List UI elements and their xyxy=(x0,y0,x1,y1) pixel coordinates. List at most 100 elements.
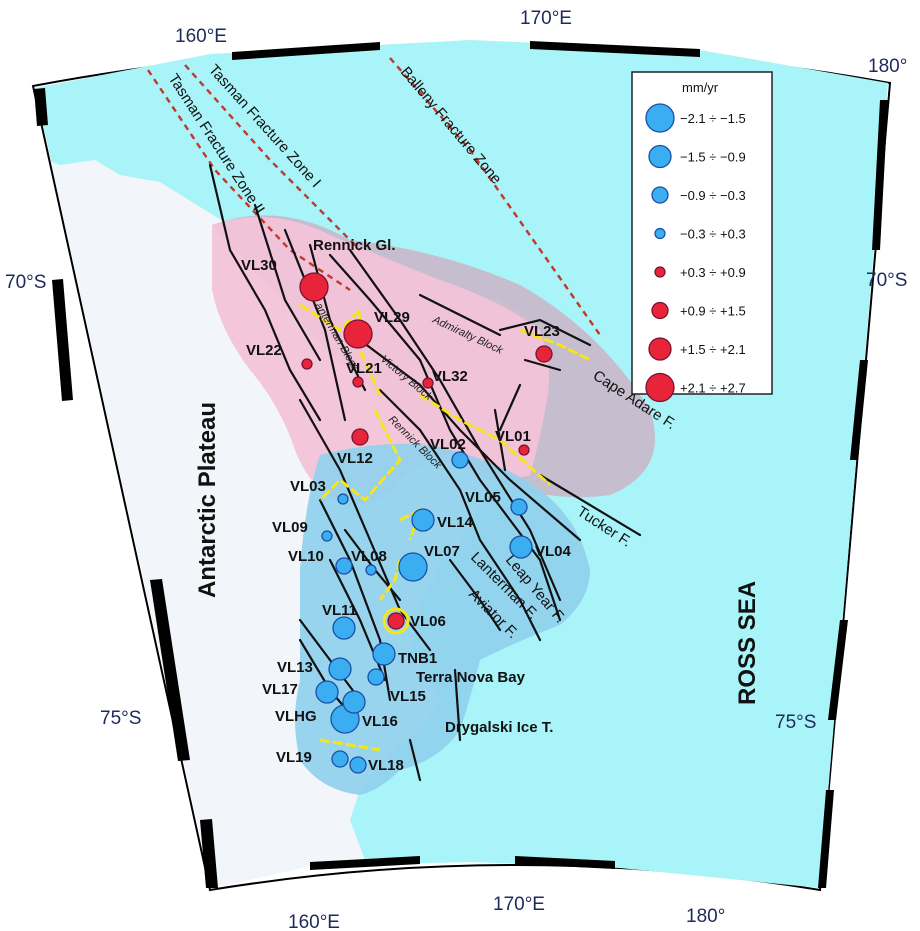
legend-label: −2.1 ÷ −1.5 xyxy=(680,111,746,126)
station-marker-vl13[interactable] xyxy=(328,657,352,681)
fault-line xyxy=(298,398,432,652)
station-label-vl14: VL14 xyxy=(437,514,474,531)
block-boundary xyxy=(319,738,381,752)
coord-top-170: 170°E xyxy=(520,8,572,29)
label-drygalski: Drygalski Ice T. xyxy=(445,719,553,736)
pink-zone xyxy=(212,217,549,505)
legend-label: +0.3 ÷ +0.9 xyxy=(680,265,746,280)
station-marker-tnb1[interactable] xyxy=(372,642,396,666)
frame-tick xyxy=(150,579,190,761)
block-boundary xyxy=(299,303,382,396)
legend-label: +2.1 ÷ +2.7 xyxy=(680,381,746,396)
station-label-vl15: VL15 xyxy=(390,688,426,705)
station-marker-vl09[interactable] xyxy=(321,530,333,542)
station-marker-vl07[interactable] xyxy=(398,552,428,582)
fault-line xyxy=(308,243,367,392)
frame-tick xyxy=(52,279,73,401)
frame-tick xyxy=(872,100,888,250)
station-marker-vl04[interactable] xyxy=(509,535,533,559)
station-label-tnb1: TNB1 xyxy=(398,650,437,667)
station-marker-vl15[interactable] xyxy=(367,668,385,686)
block-boundary xyxy=(419,393,552,487)
station-label-vl21: VL21 xyxy=(346,360,382,377)
fault-line xyxy=(328,253,562,622)
station-marker-vl18[interactable] xyxy=(349,756,367,774)
frame-tick xyxy=(530,41,700,57)
fault-line xyxy=(408,738,422,782)
station-marker-vl21[interactable] xyxy=(352,376,364,388)
station-marker-vl32[interactable] xyxy=(422,377,434,389)
fault-line xyxy=(448,558,502,632)
fault-line xyxy=(298,618,362,702)
coord-top-160: 160°E xyxy=(175,26,227,47)
station-marker-vl17[interactable] xyxy=(315,680,339,704)
legend-label: −1.5 ÷ −0.9 xyxy=(680,150,746,165)
fault-line xyxy=(453,668,462,742)
station-label-vl01: VL01 xyxy=(495,428,531,445)
station-marker-vl01[interactable] xyxy=(518,444,530,456)
station-label-vl09: VL09 xyxy=(272,519,308,536)
frame-tick xyxy=(818,790,834,888)
fault-line xyxy=(418,293,502,337)
station-label-vl06: VL06 xyxy=(410,613,446,630)
legend-label: +0.9 ÷ +1.5 xyxy=(680,304,746,319)
legend-label: +1.5 ÷ +2.1 xyxy=(680,342,746,357)
legend: mm/yr −2.1 ÷ −1.5−1.5 ÷ −0.9−0.9 ÷ −0.3−… xyxy=(631,71,773,403)
frame-tick xyxy=(200,819,218,888)
station-label-vl10: VL10 xyxy=(288,548,324,565)
station-marker-vl05[interactable] xyxy=(510,498,528,516)
fault-line xyxy=(283,228,347,422)
station-marker-vl14[interactable] xyxy=(411,508,435,532)
station-marker-vl08[interactable] xyxy=(365,564,377,576)
legend-label: −0.9 ÷ −0.3 xyxy=(680,188,746,203)
station-label-vl23: VL23 xyxy=(524,323,560,340)
legend-symbol xyxy=(651,186,669,204)
frame-tick xyxy=(828,620,848,720)
station-label-vl03: VL03 xyxy=(290,478,326,495)
coord-bottom-170: 170°E xyxy=(493,894,545,915)
station-label-vl18: VL18 xyxy=(368,757,404,774)
frame-ticks xyxy=(34,41,888,888)
station-marker-vl06[interactable] xyxy=(387,612,405,630)
block-boundary xyxy=(318,409,402,503)
legend-symbol xyxy=(654,266,666,278)
station-marker-vl30[interactable] xyxy=(299,272,329,302)
fault-lines xyxy=(208,163,642,782)
tasman-fz-ii-line xyxy=(147,69,351,291)
station-label-vl16: VL16 xyxy=(362,713,398,730)
station-label-vl32: VL32 xyxy=(432,368,468,385)
station-marker-vl23[interactable] xyxy=(535,345,553,363)
frame-tick xyxy=(232,42,380,60)
legend-symbol xyxy=(651,301,669,320)
station-marker-vl29[interactable] xyxy=(343,319,373,349)
station-marker-vl19[interactable] xyxy=(331,750,349,768)
fault-line xyxy=(318,498,392,702)
fault-line xyxy=(498,318,592,347)
station-marker-vl12[interactable] xyxy=(351,428,369,446)
station-label-vl12: VL12 xyxy=(337,450,373,467)
station-marker-vl03[interactable] xyxy=(337,493,349,505)
station-label-vl05: VL05 xyxy=(465,489,501,506)
fault-line xyxy=(253,203,322,362)
block-boundary xyxy=(519,328,591,362)
fracture-zone-lines xyxy=(147,57,601,336)
fault-line xyxy=(538,473,642,537)
station-marker-vl22[interactable] xyxy=(301,358,313,370)
station-marker-vl10[interactable] xyxy=(335,557,353,575)
legend-symbol xyxy=(645,372,675,403)
station-label-vl29: VL29 xyxy=(374,309,410,326)
station-label-vlhg: VLHG xyxy=(275,708,317,725)
coord-top-180: 180° xyxy=(868,56,907,77)
station-marker-vl16[interactable] xyxy=(342,690,366,714)
coord-bottom-160: 160°E xyxy=(288,912,340,931)
station-label-vl08: VL08 xyxy=(351,548,387,565)
station-label-vl13: VL13 xyxy=(277,659,313,676)
label-rennick-gl: Rennick Gl. xyxy=(313,237,396,254)
coord-bottom-180: 180° xyxy=(686,906,725,927)
stations-layer: VL30 VL29 VL22 VL21 VL32 VL23 VL12 VL02 VL01 VL03… xyxy=(241,257,572,774)
coord-left-70: 70°S xyxy=(5,272,46,293)
station-label-vl07: VL07 xyxy=(424,543,460,560)
station-marker-vl11[interactable] xyxy=(332,616,356,640)
station-marker-vl02[interactable] xyxy=(451,451,469,469)
